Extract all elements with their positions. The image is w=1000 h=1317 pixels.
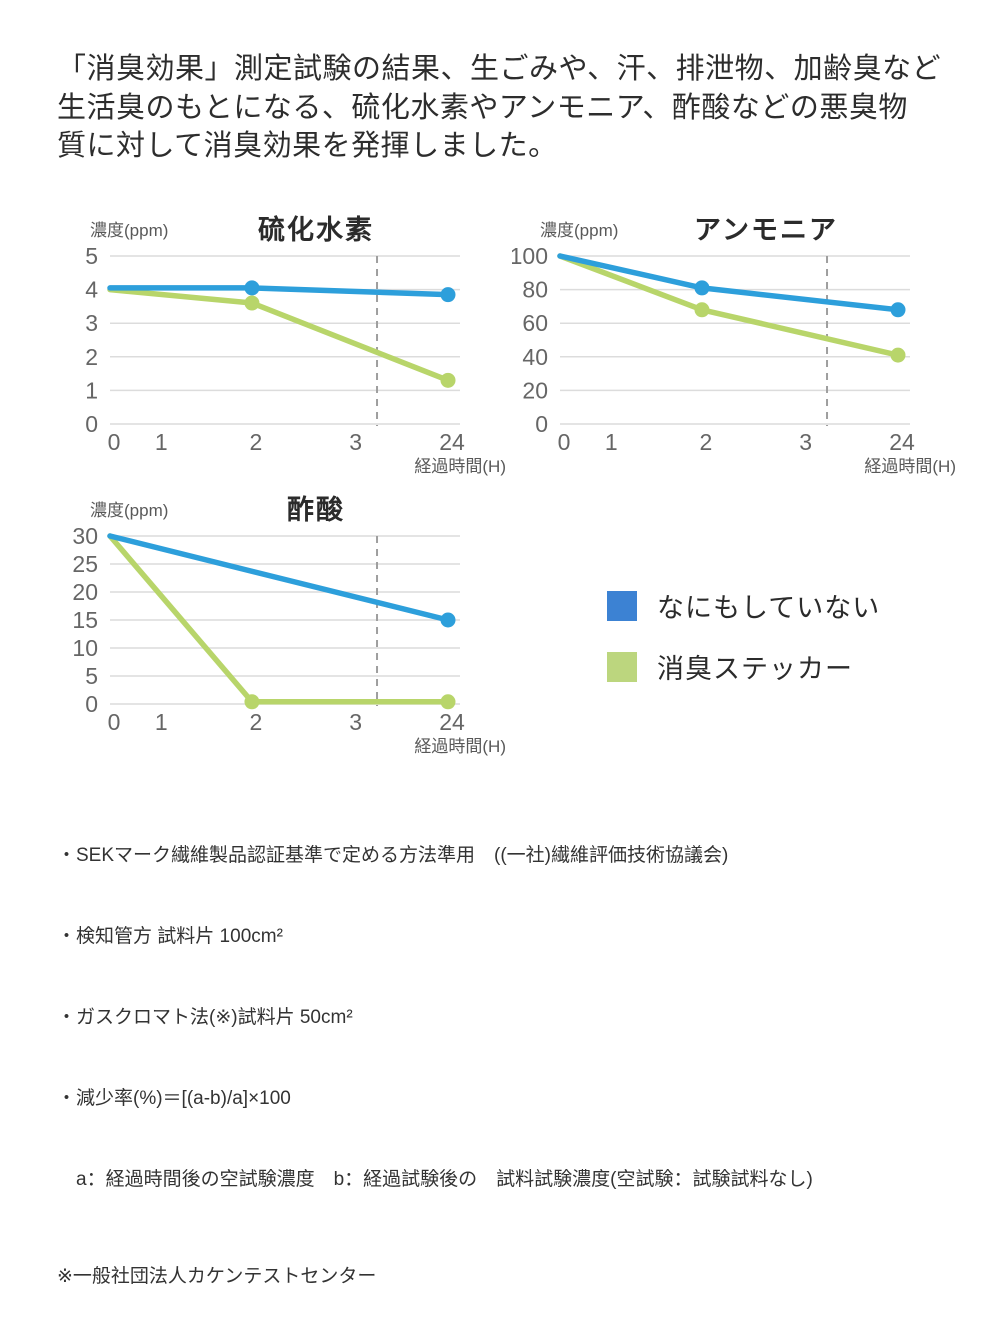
svg-text:1: 1 bbox=[155, 429, 168, 455]
svg-text:2: 2 bbox=[85, 344, 98, 370]
svg-text:100: 100 bbox=[512, 243, 548, 269]
chart-hydrogen-sulfide: 濃度(ppm) 硫化水素 0 1 2 3 4 5 0 1 2 3 24 経過時間(H) bbox=[62, 212, 510, 476]
testing-organization: ※一般社団法人カケンテストセンター bbox=[57, 1266, 377, 1287]
svg-text:4: 4 bbox=[85, 277, 98, 303]
line-plot: 0 20 40 60 80 100 0 1 2 3 24 bbox=[512, 243, 915, 455]
svg-text:40: 40 bbox=[522, 344, 548, 370]
svg-text:2: 2 bbox=[250, 429, 263, 455]
svg-text:20: 20 bbox=[522, 377, 548, 403]
intro-line-3: 質に対して消臭効果を発揮しました。 bbox=[57, 130, 558, 162]
svg-text:15: 15 bbox=[72, 607, 98, 633]
svg-text:0: 0 bbox=[85, 691, 98, 717]
footnote-line: ・ガスクロマト法(※)試料片 50cm² bbox=[57, 1007, 353, 1028]
svg-text:24: 24 bbox=[889, 429, 915, 455]
footnote-line: ・検知管方 試料片 100cm² bbox=[57, 926, 283, 947]
svg-text:30: 30 bbox=[72, 523, 98, 549]
green-swatch-icon bbox=[607, 651, 637, 682]
footnote-line: ・減少率(%)＝[(a-b)/a]×100 bbox=[57, 1088, 291, 1109]
svg-text:1: 1 bbox=[85, 377, 98, 403]
svg-text:3: 3 bbox=[85, 310, 98, 336]
svg-text:10: 10 bbox=[72, 635, 98, 661]
footnotes: ・SEKマーク繊維製品認証基準で定める方法準用 ((一社)繊維評価技術協議会) … bbox=[57, 788, 957, 1317]
svg-text:24: 24 bbox=[439, 429, 465, 455]
svg-text:2: 2 bbox=[700, 429, 713, 455]
intro-text: 「消臭効果」測定試験の結果、生ごみや、汗、排泄物、加齢臭など 生活臭のもとになる… bbox=[57, 50, 957, 166]
svg-text:2: 2 bbox=[250, 709, 263, 735]
svg-text:1: 1 bbox=[605, 429, 618, 455]
chart-ammonia: 濃度(ppm) アンモニア 0 20 40 60 80 100 0 1 2 3 24 経過時間(H) bbox=[512, 212, 960, 476]
svg-text:0: 0 bbox=[108, 709, 121, 735]
chart-title: アンモニア bbox=[694, 215, 838, 245]
svg-text:24: 24 bbox=[439, 709, 465, 735]
y-axis-label: 濃度(ppm) bbox=[90, 221, 169, 240]
chart-acetic-acid: 濃度(ppm) 酢酸 0 5 10 15 20 25 30 0 1 2 3 24 経過時間(H) bbox=[62, 492, 510, 756]
y-axis-label: 濃度(ppm) bbox=[90, 501, 169, 520]
intro-line-2: 生活臭のもとになる、硫化水素やアンモニア、酢酸などの悪臭物 bbox=[57, 91, 908, 124]
svg-text:0: 0 bbox=[108, 429, 121, 455]
legend-item-deodorant-sticker: 消臭ステッカー bbox=[607, 647, 880, 686]
svg-text:0: 0 bbox=[558, 429, 571, 455]
footnote-line: a：経過時間後の空試験濃度 b：経過試験後の 試料試験濃度(空試験：試験試料なし… bbox=[57, 1169, 813, 1190]
svg-text:20: 20 bbox=[72, 579, 98, 605]
svg-text:60: 60 bbox=[522, 310, 548, 336]
infographic-page: { "header": { "lines": [ "「消臭効果」測定試験の結果、… bbox=[57, 50, 960, 1287]
footnote-line: ・SEKマーク繊維製品認証基準で定める方法準用 ((一社)繊維評価技術協議会) bbox=[57, 845, 729, 866]
legend-label: 消臭ステッカー bbox=[657, 654, 853, 684]
svg-text:0: 0 bbox=[535, 411, 548, 437]
svg-text:0: 0 bbox=[85, 411, 98, 437]
intro-line-1: 「消臭効果」測定試験の結果、生ごみや、汗、排泄物、加齢臭など bbox=[57, 53, 942, 85]
svg-text:25: 25 bbox=[72, 551, 98, 577]
svg-text:80: 80 bbox=[522, 277, 548, 303]
x-axis-label: 経過時間(H) bbox=[414, 457, 506, 476]
legend-label: なにもしていない bbox=[657, 593, 881, 623]
chart-title: 硫化水素 bbox=[258, 215, 374, 245]
x-axis-label: 経過時間(H) bbox=[864, 457, 956, 476]
y-axis-label: 濃度(ppm) bbox=[540, 221, 619, 240]
svg-text:5: 5 bbox=[85, 663, 98, 689]
chart-title: 酢酸 bbox=[287, 495, 345, 525]
svg-text:1: 1 bbox=[155, 709, 168, 735]
svg-text:5: 5 bbox=[85, 243, 98, 269]
blue-swatch-icon bbox=[607, 590, 637, 621]
legend: なにもしていない 消臭ステッカー bbox=[607, 586, 880, 708]
x-axis-label: 経過時間(H) bbox=[414, 737, 506, 756]
svg-text:3: 3 bbox=[349, 429, 362, 455]
svg-text:3: 3 bbox=[349, 709, 362, 735]
legend-item-untreated: なにもしていない bbox=[607, 586, 880, 625]
svg-text:3: 3 bbox=[799, 429, 812, 455]
